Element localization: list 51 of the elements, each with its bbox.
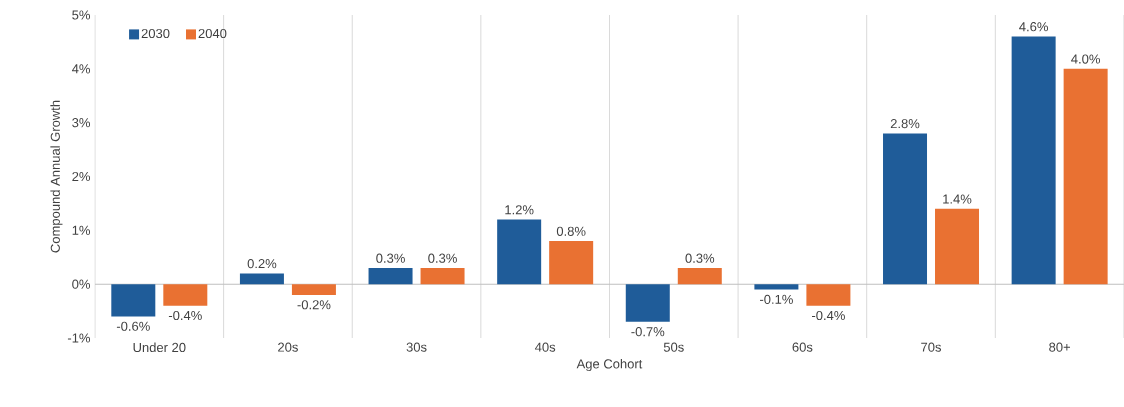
y-tick-label: 4%: [71, 64, 91, 74]
y-tick-label: 3%: [72, 118, 91, 128]
bar: [111, 284, 156, 317]
x-axis-title: Age Cohort: [576, 358, 643, 372]
y-tick-label: 5%: [72, 10, 91, 20]
data-label: 0.3%: [376, 253, 405, 263]
x-tick-label: 80+: [1049, 342, 1071, 352]
data-label: -0.2%: [297, 300, 331, 310]
bar: [754, 284, 799, 290]
y-axis-title: Compound Annual Growth: [50, 100, 63, 253]
legend-label: 2040: [198, 28, 227, 39]
bar: [677, 268, 722, 285]
x-tick-label: Under 20: [133, 342, 186, 353]
x-tick-label: 70s: [921, 342, 942, 352]
x-tick-label: 40s: [534, 342, 556, 352]
data-label: 4.0%: [1071, 54, 1100, 64]
bar: [239, 273, 284, 285]
data-label: 0.3%: [428, 253, 457, 263]
bar: [1063, 68, 1108, 285]
data-label: 0.2%: [247, 258, 277, 269]
data-label: -0.6%: [116, 321, 150, 331]
data-label: -0.4%: [168, 310, 202, 321]
bar: [1011, 36, 1056, 285]
data-label: 1.2%: [505, 205, 534, 215]
data-label: 0.3%: [685, 253, 715, 263]
x-tick-label: 30s: [406, 342, 427, 352]
bar: [806, 284, 851, 306]
x-tick-label: 50s: [663, 342, 684, 352]
x-tick-label: 20s: [278, 342, 298, 352]
y-tick-label: -1%: [67, 333, 91, 343]
bar: [163, 284, 208, 306]
legend-label: 2030: [141, 28, 170, 39]
y-tick-label: 0%: [72, 279, 91, 289]
bar: [291, 284, 336, 295]
data-label: 4.6%: [1019, 22, 1048, 32]
bar: [883, 133, 928, 285]
bar: [497, 219, 542, 285]
y-tick-label: 2%: [72, 171, 91, 182]
bar: [420, 268, 465, 285]
bar: [368, 268, 413, 285]
data-label: 1.4%: [943, 194, 972, 204]
bar: [625, 284, 670, 322]
data-label: 2.8%: [890, 119, 920, 129]
data-label: -0.4%: [812, 310, 845, 321]
data-label: -0.7%: [631, 327, 665, 337]
data-label: 0.8%: [556, 226, 586, 236]
x-tick-label: 60s: [792, 342, 813, 352]
bar: [935, 208, 980, 285]
bar: [549, 241, 594, 285]
data-label: -0.1%: [760, 294, 793, 304]
y-tick-label: 1%: [72, 225, 91, 235]
